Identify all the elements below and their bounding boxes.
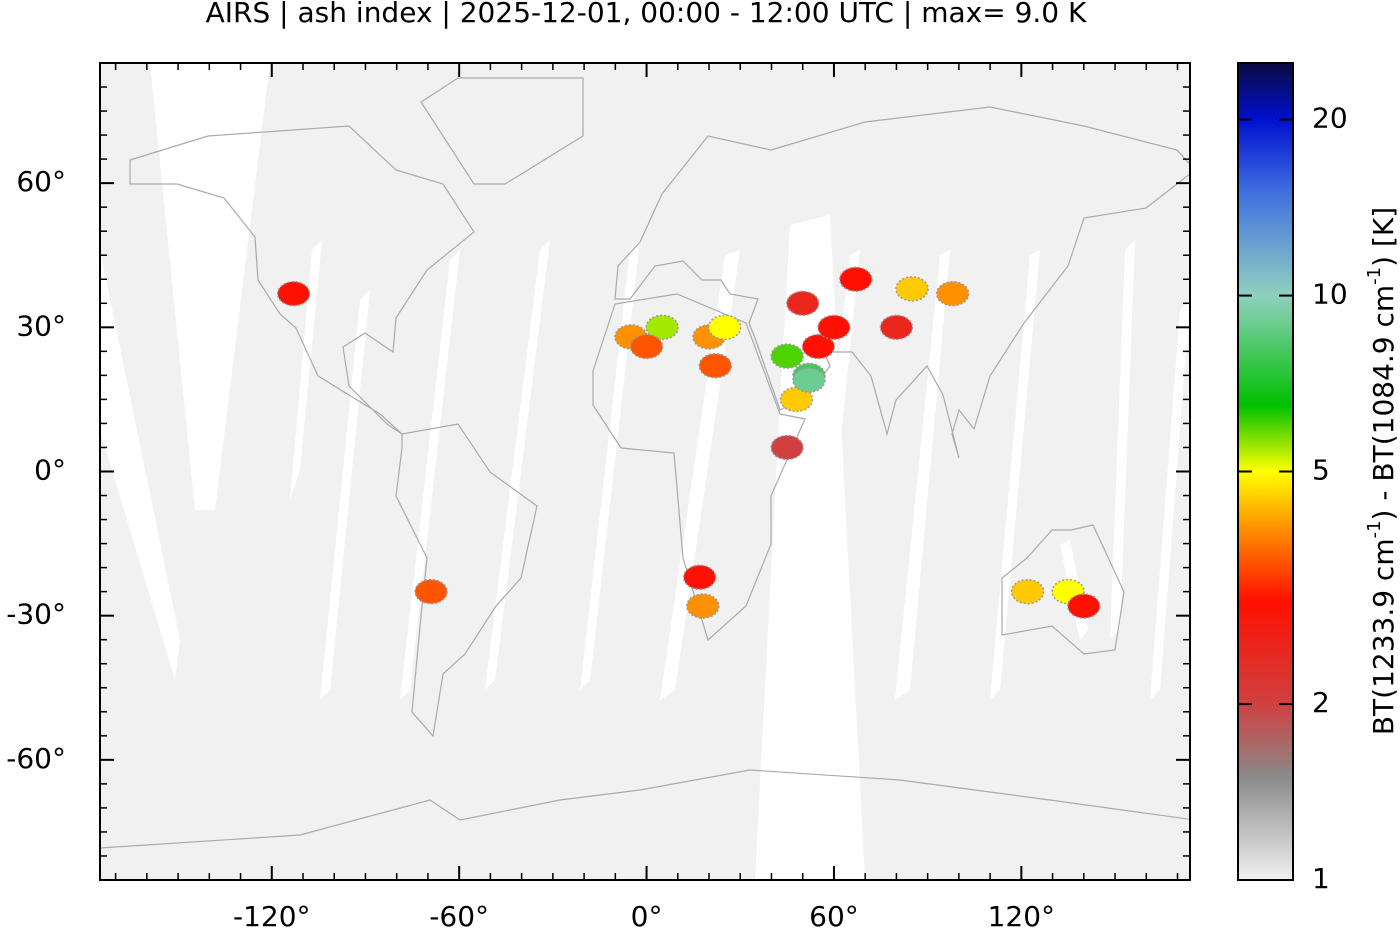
ash-patch [414, 578, 448, 605]
x-tick-label: 120° [988, 900, 1055, 930]
x-tick-label: 60° [809, 900, 859, 930]
ash-patch [801, 333, 836, 360]
ash-patch [770, 434, 804, 461]
colorbar-tick-label: 10 [1312, 278, 1348, 311]
ash-patch [645, 314, 679, 341]
ash-patch [1067, 593, 1101, 619]
ash-points [276, 266, 1101, 619]
y-tick-label: 0° [34, 454, 66, 487]
ash-patch [935, 280, 970, 307]
colorbar-label: BT(1233.9 cm-1) - BT(1084.9 cm-1) [K] [1364, 207, 1400, 735]
ash-patch [1010, 578, 1045, 605]
colorbar-tick-label: 2 [1312, 686, 1330, 719]
y-tick-label: 60° [16, 165, 66, 198]
colorbar-label-part: BT(1233.9 cm [1367, 538, 1400, 735]
colorbar-label-part: ) [K] [1367, 207, 1400, 267]
ash-patch [686, 593, 720, 619]
ash-patch [276, 280, 311, 307]
ash-patch [785, 290, 820, 317]
colorbar-label-sup: -1 [1364, 267, 1385, 285]
chart-title: AIRS | ash index | 2025-12-01, 00:00 - 1… [206, 0, 1087, 29]
ash-patch [792, 367, 826, 393]
x-tick-label: 0° [631, 900, 663, 930]
ash-patch [770, 343, 804, 369]
ash-patch [629, 333, 664, 360]
ash-patch [895, 276, 929, 302]
x-tick-label: -60° [429, 900, 489, 930]
ash-patch [839, 266, 873, 293]
colorbar-tick-label: 20 [1312, 102, 1348, 135]
ash-patch [879, 314, 914, 341]
ash-patch [698, 353, 733, 379]
coastlines [100, 77, 1190, 849]
ash-patch [682, 564, 717, 590]
ash-patch [817, 314, 851, 341]
y-tick-label: -60° [6, 742, 66, 775]
colorbar-label-part: ) - BT(1084.9 cm [1367, 285, 1400, 521]
ash-patch [707, 314, 742, 341]
y-tick-label: 30° [16, 309, 66, 342]
colorbar-label-sup: -1 [1364, 520, 1385, 538]
map-background [100, 63, 1190, 880]
y-tick-label: -30° [6, 598, 66, 631]
map-area [100, 63, 1190, 880]
colorbar-tick-label: 5 [1312, 454, 1330, 487]
colorbar-tick-label: 1 [1312, 862, 1330, 895]
x-tick-label: -120° [233, 900, 311, 930]
